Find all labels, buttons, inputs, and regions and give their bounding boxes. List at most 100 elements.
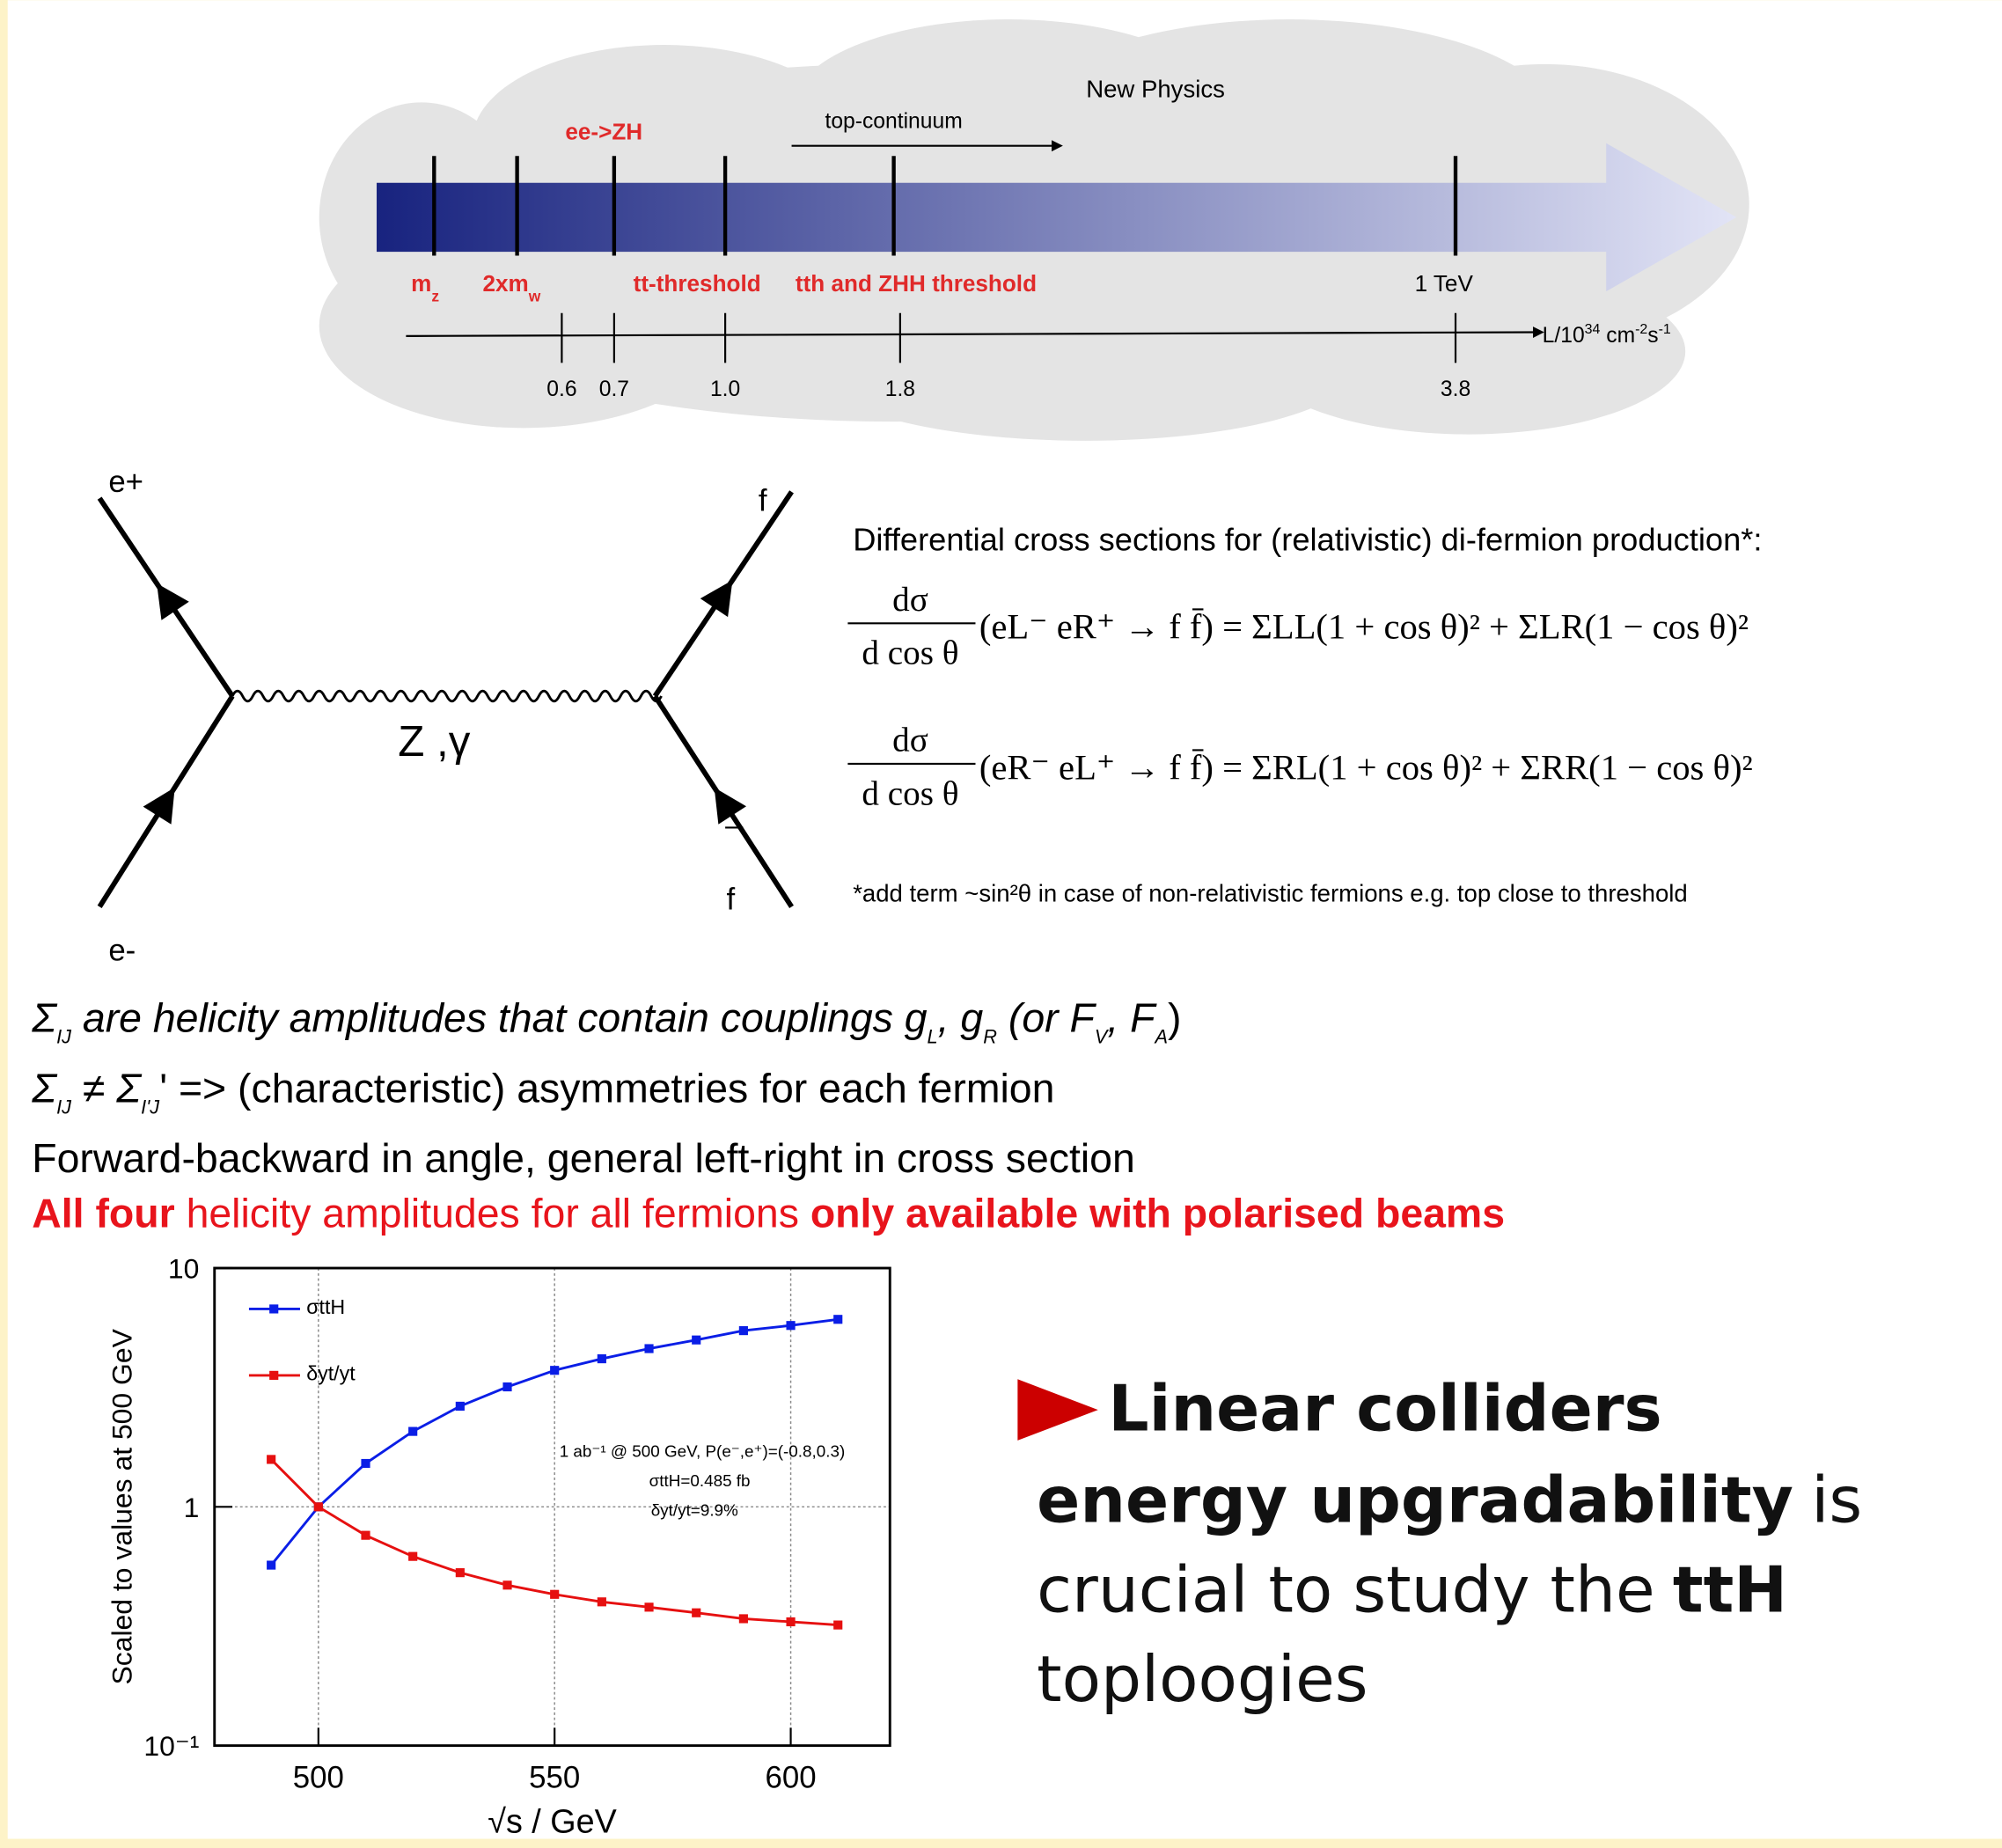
text-segment: ttH xyxy=(1673,1553,1787,1627)
text-segment: ) xyxy=(1168,995,1181,1041)
point xyxy=(550,1589,560,1599)
text-segment: toploogies xyxy=(1037,1643,1368,1717)
point xyxy=(692,1608,701,1617)
x-tick-label: 600 xyxy=(766,1761,817,1795)
denominator: d cos θ xyxy=(862,634,958,672)
y-tick-label: 10 xyxy=(168,1253,200,1285)
timeline: mz 2xmw tt-threshold tth and ZHH threshold 1… xyxy=(411,156,1473,401)
text-segment: ' => (characteristic) asymmetries for ea… xyxy=(159,1065,1054,1111)
bullet-line: Forward-backward in angle, general left-… xyxy=(32,1135,1135,1181)
energy-arrow xyxy=(377,143,1737,292)
text-segment: A xyxy=(1153,1026,1168,1048)
point xyxy=(644,1344,654,1353)
text-segment: , F xyxy=(1107,995,1157,1041)
point xyxy=(502,1580,512,1590)
point xyxy=(267,1455,276,1464)
y-axis-label: Scaled to values at 500 GeV xyxy=(106,1328,137,1684)
plot-frame xyxy=(213,1266,891,1748)
point xyxy=(455,1568,465,1578)
bullet-line: ΣIJ ≠ ΣI'J' => (characteristic) asymmetr… xyxy=(31,1065,1054,1118)
text-segment: only available with polarised beams xyxy=(810,1191,1505,1236)
text-segment: R xyxy=(983,1026,997,1048)
threshold-label: tth and ZHH threshold xyxy=(796,270,1037,297)
formulas: dσ d cos θ (eL⁻ eR⁺ → f f̄) = ΣLL(1 + cos … xyxy=(847,581,1753,812)
point xyxy=(455,1401,465,1412)
denominator: d cos θ xyxy=(862,774,958,812)
point xyxy=(502,1382,512,1392)
text: m xyxy=(411,270,431,297)
text-segment: are helicity amplitudes that contain cou… xyxy=(71,995,928,1041)
callout-line: energy upgradability is xyxy=(1037,1464,1862,1538)
text-segment: IJ xyxy=(56,1096,72,1118)
legend-label: σttH xyxy=(306,1295,345,1318)
point xyxy=(786,1617,796,1627)
point xyxy=(644,1602,654,1612)
feynman-diagram xyxy=(97,490,794,908)
particle-label: e+ xyxy=(108,465,143,499)
point xyxy=(361,1530,370,1540)
point xyxy=(597,1597,606,1607)
text-segment: I'J xyxy=(141,1096,160,1118)
point xyxy=(313,1502,323,1512)
text-segment: V xyxy=(1095,1026,1110,1048)
threshold-label: 2xmw xyxy=(482,270,540,305)
text-segment: crucial to study the xyxy=(1037,1553,1654,1627)
text-segment: IJ xyxy=(56,1026,72,1048)
y-tick-label: 10⁻¹ xyxy=(143,1730,199,1762)
x-tick-label: 550 xyxy=(529,1761,580,1795)
threshold-label: 1 TeV xyxy=(1415,270,1474,297)
text-segment: energy upgradability xyxy=(1037,1464,1793,1538)
callout-line: Linear colliders xyxy=(1108,1372,1661,1446)
bullet-line: All four helicity amplitudes for all fer… xyxy=(32,1191,1505,1236)
legend-marker xyxy=(269,1370,279,1380)
point xyxy=(692,1335,701,1345)
text-segment: , g xyxy=(938,995,984,1041)
text: L/10 xyxy=(1543,324,1585,348)
point xyxy=(833,1315,843,1324)
numerator: dσ xyxy=(892,721,928,759)
tick-label: 0.6 xyxy=(546,378,576,401)
particle-label: f xyxy=(727,882,736,916)
bullet-line: ΣIJ are helicity amplitudes that contain… xyxy=(31,995,1181,1048)
superscript: -2 xyxy=(1635,322,1647,337)
legend-label: δyt/yt xyxy=(306,1362,356,1385)
boson-label: Z ,γ xyxy=(398,717,471,766)
point xyxy=(738,1614,748,1624)
text-segment: ≠ Σ xyxy=(71,1065,143,1111)
label: ee->ZH xyxy=(565,118,642,144)
legend-marker xyxy=(269,1304,279,1314)
point xyxy=(408,1426,418,1436)
formula-header: Differential cross sections for (relativ… xyxy=(853,522,1762,558)
point xyxy=(267,1560,276,1570)
axis-label: L/1034 cm-2s-1 xyxy=(1543,322,1671,348)
particle-label: e- xyxy=(108,933,136,967)
tick-label: 1.8 xyxy=(885,378,915,401)
point xyxy=(738,1326,748,1336)
text-segment: All four xyxy=(32,1191,174,1236)
text-segment: is xyxy=(1811,1464,1862,1538)
text-segment: Σ xyxy=(31,1065,58,1111)
text: tt-threshold xyxy=(634,270,761,297)
point xyxy=(408,1551,418,1561)
threshold-label: mz xyxy=(411,270,439,305)
tick-label: 3.8 xyxy=(1441,378,1470,401)
text: cm xyxy=(1600,324,1635,348)
point xyxy=(833,1620,843,1630)
chart: 10⁻¹ 1 10 500 550 600 √s / GeV Scaled to values… xyxy=(106,1253,891,1839)
particle-label: f xyxy=(759,484,767,518)
callout-line: crucial to study the ttH xyxy=(1037,1553,1787,1627)
x-tick-label: 500 xyxy=(293,1761,344,1795)
text-segment: L xyxy=(928,1026,938,1048)
numerator: dσ xyxy=(892,581,928,619)
y-tick-label: 1 xyxy=(184,1492,200,1523)
superscript: -1 xyxy=(1659,322,1671,337)
text: 2xm xyxy=(482,270,528,297)
text-segment: Linear colliders xyxy=(1108,1372,1661,1446)
x-axis-label: √s / GeV xyxy=(488,1802,616,1839)
annotation: σttH=0.485 fb xyxy=(649,1471,751,1490)
point xyxy=(786,1321,796,1331)
text: 1 TeV xyxy=(1415,270,1474,297)
subscript: w xyxy=(528,288,541,305)
luminosity-axis xyxy=(406,326,1544,339)
